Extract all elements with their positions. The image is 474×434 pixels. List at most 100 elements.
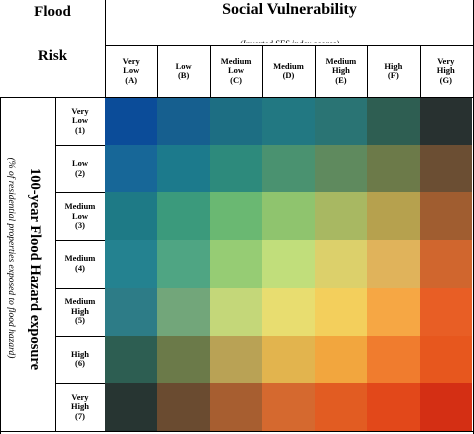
heatmap-cell: [209, 383, 263, 432]
heatmap-cell: [262, 240, 316, 289]
divider-column-header: [314, 45, 316, 97]
heatmap-cell: [314, 192, 368, 241]
heatmap-cell: [262, 335, 316, 384]
row-label: Very High (7): [55, 383, 105, 431]
divider-column-header: [209, 45, 211, 97]
divider-horizontal-header: [0, 97, 474, 98]
divider-row-label: [55, 144, 105, 146]
column-header-line: Low: [228, 65, 245, 76]
heatmap-cell: [209, 287, 263, 337]
column-header-line: (B): [177, 70, 190, 80]
divider-column-header: [157, 45, 159, 97]
column-header: Medium Low (C): [210, 45, 262, 97]
heatmap-cell: [419, 97, 473, 146]
heatmap-cell: [262, 97, 316, 146]
divider-column-header: [262, 45, 264, 97]
heatmap-cell: [209, 240, 263, 289]
heatmap-cell: [157, 144, 211, 193]
divider-vertical-corner: [105, 0, 106, 97]
row-label-line: Very: [71, 105, 89, 116]
row-label-line: (7): [75, 410, 85, 421]
column-header-line: High: [384, 60, 403, 71]
row-label-line: (5): [75, 315, 85, 326]
heatmap-cell: [367, 335, 421, 384]
column-header-line: Medium: [325, 55, 357, 66]
column-header: Very High (G): [420, 45, 472, 97]
divider-bottom: [0, 431, 474, 432]
row-label-line: (2): [75, 167, 85, 178]
divider-row-label: [55, 383, 105, 385]
heatmap-cell: [314, 240, 368, 289]
heatmap-cell: [367, 97, 421, 146]
heatmap-cell: [367, 240, 421, 289]
row-label-line: High: [71, 305, 89, 316]
row-label: Medium High (5): [55, 288, 105, 336]
heatmap-cell: [209, 144, 263, 193]
heatmap-cell: [314, 97, 368, 146]
divider-row-label: [55, 287, 105, 289]
column-header: Medium High (E): [315, 45, 367, 97]
y-axis-subtitle-text: (% of residential properties exposed to …: [6, 157, 16, 359]
heatmap-cell: [209, 192, 263, 241]
column-header-line: Medium: [220, 55, 252, 66]
column-header-line: Low: [175, 60, 192, 71]
row-label-line: Low: [71, 158, 89, 169]
heatmap-cell: [105, 287, 158, 337]
heatmap-cell: [419, 383, 473, 432]
chart-title: Social Vulnerability: [222, 1, 357, 18]
divider-row-label: [55, 335, 105, 337]
heatmap-cell: [157, 287, 211, 337]
row-label-line: High: [71, 401, 89, 412]
divider-left-edge: [0, 97, 1, 434]
column-header-line: Low: [123, 65, 140, 76]
chart-subtitle: (Inverted SES index scores): [105, 37, 474, 43]
heatmap-cell: [367, 192, 421, 241]
row-label: Very Low (1): [55, 97, 105, 145]
heatmap-cell: [367, 287, 421, 337]
row-label-line: Medium: [64, 296, 96, 307]
heatmap-cell: [262, 383, 316, 432]
divider-row-label: [55, 192, 105, 194]
column-header-line: (A): [125, 74, 138, 85]
heatmap-cell: [367, 144, 421, 193]
column-header-line: High: [436, 65, 455, 76]
y-axis-title: 100-year Flood Hazard exposure: [17, 119, 43, 419]
corner-bottom-label: Risk: [37, 48, 68, 64]
column-header: High (F): [367, 45, 419, 97]
heatmap-cell: [314, 335, 368, 384]
column-header-line: Medium: [273, 60, 304, 71]
column-header: Low (B): [157, 45, 209, 97]
heatmap-cell: [157, 335, 211, 384]
column-header-line: (C): [230, 74, 242, 85]
heatmap-cell: [262, 144, 316, 193]
row-label-line: Medium: [64, 201, 96, 212]
column-header-line: (F): [387, 70, 399, 80]
heatmap-cell: [105, 144, 158, 193]
heatmap-cell: [105, 240, 158, 289]
row-label: Low (2): [55, 145, 105, 193]
divider-row-label: [55, 240, 105, 242]
heatmap-cell: [314, 144, 368, 193]
heatmap-cell: [262, 287, 316, 337]
heatmap-cell: [419, 335, 473, 384]
divider-column-header: [419, 45, 421, 97]
heatmap-cell: [314, 383, 368, 432]
row-label-line: (1): [75, 124, 85, 135]
heatmap-cell: [157, 192, 211, 241]
column-header-line: High: [331, 65, 350, 76]
row-label-line: Low: [71, 115, 89, 126]
column-header-line: Very: [437, 55, 455, 66]
corner-top-label: Flood: [34, 4, 71, 20]
heatmap-cell: [419, 192, 473, 241]
row-label-line: High: [71, 348, 89, 359]
heatmap-cell: [209, 335, 263, 384]
column-header: Very Low (A): [105, 45, 157, 97]
heatmap-cell: [157, 383, 211, 432]
row-label-line: (4): [75, 262, 85, 273]
heatmap-cell: [105, 383, 158, 432]
column-header-line: (E): [335, 74, 347, 85]
row-label-line: (3): [75, 220, 85, 231]
heatmap-cell: [157, 240, 211, 289]
heatmap-cell: [209, 97, 263, 146]
column-header-line: (D): [282, 70, 295, 80]
